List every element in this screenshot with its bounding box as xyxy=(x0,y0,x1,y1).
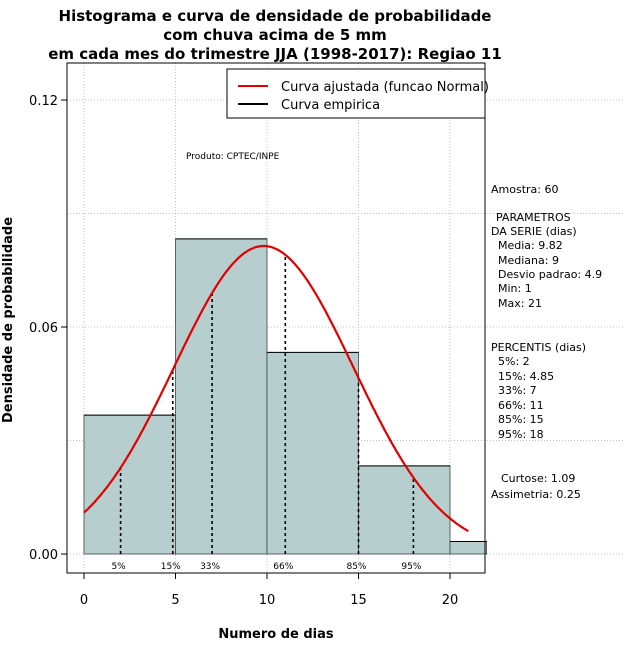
chart-title-line-3: em cada mes do trimestre JJA (1998-2017)… xyxy=(48,45,502,63)
y-tick-label-0: 0.00 xyxy=(29,548,58,563)
skewness: Assimetria: 0.25 xyxy=(491,488,581,501)
param-mean: Media: 9.82 xyxy=(498,239,563,252)
percentile-markers: 5% 15% 33% 66% 85% 95% xyxy=(111,254,422,572)
param-max: Max: 21 xyxy=(498,297,542,310)
params-header-2: DA SERIE (dias) xyxy=(491,225,577,238)
x-axis: 0 5 10 15 20 xyxy=(80,572,459,608)
percentile-label-0: 5% xyxy=(111,562,126,572)
percentile-label-2: 33% xyxy=(200,562,220,572)
x-tick-label-3: 15 xyxy=(350,593,367,608)
kurtosis: Curtose: 1.09 xyxy=(501,472,575,485)
y-tick-label-2: 0.12 xyxy=(29,94,58,109)
histogram-bar-4 xyxy=(449,541,487,555)
chart-title-line-1: Histograma e curva de densidade de proba… xyxy=(59,7,492,25)
legend-label-normal: Curva ajustada (funcao Normal) xyxy=(281,80,489,95)
y-axis: 0.00 0.06 0.12 xyxy=(29,94,68,563)
param-min: Min: 1 xyxy=(498,282,532,295)
percentile-label-4: 85% xyxy=(346,562,366,572)
percentile-15: 15%: 4.85 xyxy=(498,370,554,383)
legend: Curva ajustada (funcao Normal) Curva emp… xyxy=(226,68,489,119)
statistics-panel: Amostra: 60 PARAMETROS DA SERIE (dias) M… xyxy=(491,183,602,501)
histogram-bar-3 xyxy=(358,465,451,555)
y-axis-title: Densidade de probabilidade xyxy=(1,217,16,423)
percentile-label-1: 15% xyxy=(161,562,181,572)
percentile-85: 85%: 15 xyxy=(498,413,544,426)
normal-curve-group xyxy=(83,244,469,533)
legend-box xyxy=(226,68,486,119)
percentile-5: 5%: 2 xyxy=(498,355,530,368)
credit-label: Produto: CPTEC/INPE xyxy=(186,152,280,162)
params-header-1: PARAMETROS xyxy=(496,211,571,224)
percentile-label-3: 66% xyxy=(273,562,293,572)
legend-label-empirical: Curva empirica xyxy=(281,98,380,113)
chart-title-line-2: com chuva acima de 5 mm xyxy=(163,26,387,44)
x-axis-title: Numero de dias xyxy=(218,627,334,642)
histogram-bars xyxy=(83,238,487,555)
percentile-95: 95%: 18 xyxy=(498,428,544,441)
param-sd: Desvio padrao: 4.9 xyxy=(498,268,602,281)
percentile-label-5: 95% xyxy=(401,562,421,572)
param-median: Mediana: 9 xyxy=(498,254,559,267)
sample-size: Amostra: 60 xyxy=(491,183,558,196)
percentile-33: 33%: 7 xyxy=(498,384,537,397)
histogram-bar-0 xyxy=(83,414,176,555)
normal-curve xyxy=(83,244,469,533)
percentiles-header: PERCENTIS (dias) xyxy=(491,341,586,354)
histogram-bar-1 xyxy=(175,238,268,555)
x-tick-label-4: 20 xyxy=(442,593,459,608)
percentile-66: 66%: 11 xyxy=(498,399,544,412)
histogram-bar-2 xyxy=(266,351,359,555)
x-tick-label-2: 10 xyxy=(259,593,276,608)
x-tick-label-1: 5 xyxy=(171,593,179,608)
x-tick-label-0: 0 xyxy=(80,593,88,608)
y-tick-label-1: 0.06 xyxy=(29,321,58,336)
